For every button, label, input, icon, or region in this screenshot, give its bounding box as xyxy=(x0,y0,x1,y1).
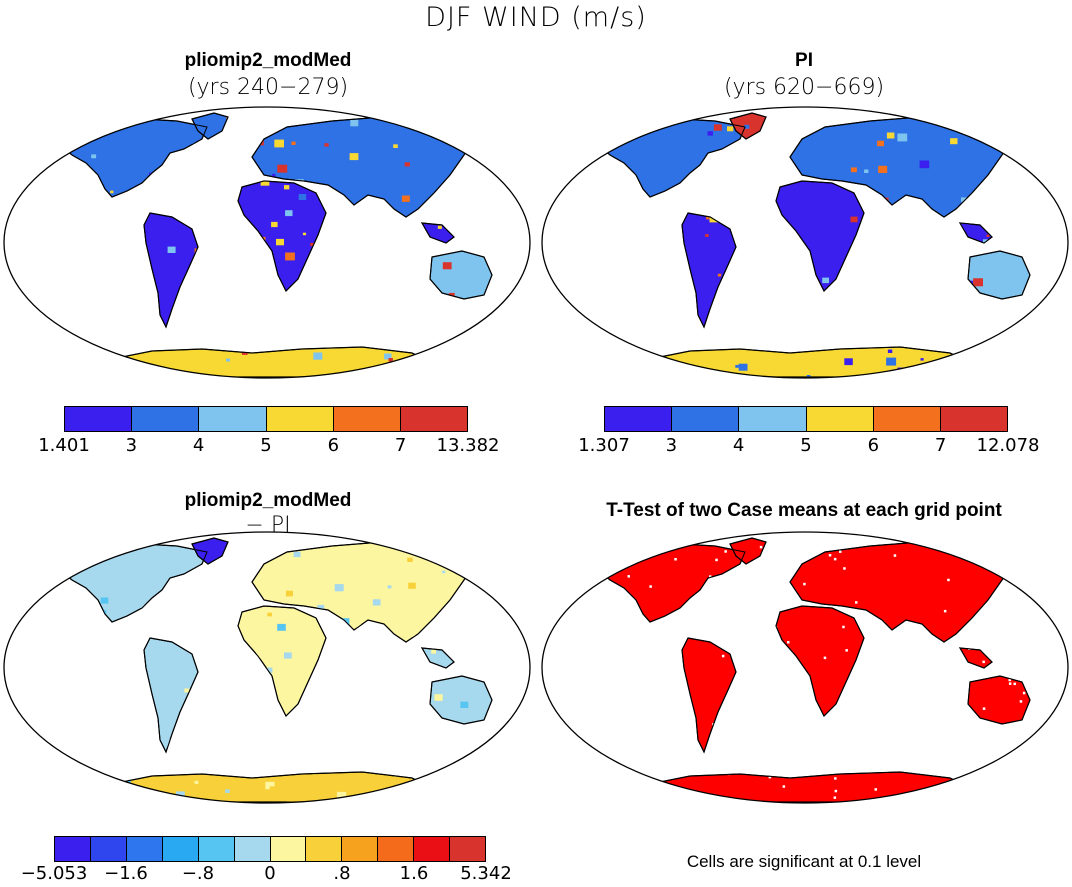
colorbar-tick-label: 3 xyxy=(125,435,138,456)
panel-subtitle-pi: (yrs 620−669) xyxy=(723,75,885,100)
colorbar-tick-label: −1.6 xyxy=(104,863,148,884)
map-border xyxy=(3,106,531,379)
colorbar-tick-label: 1.6 xyxy=(399,863,429,884)
landmass-africa xyxy=(775,180,865,293)
colorbar-tick-label: −.8 xyxy=(181,863,215,884)
colorbar-tick-label: −5.053 xyxy=(20,863,88,884)
landmass-africa xyxy=(237,180,327,293)
colorbar-segment xyxy=(450,837,486,861)
significance-footnote: Cells are significant at 0.1 level xyxy=(686,852,922,871)
colorbar-segment xyxy=(739,407,807,431)
colorbar-modmed xyxy=(64,406,468,432)
colorbar-segment xyxy=(266,407,334,431)
colorbar-segment xyxy=(132,407,200,431)
colorbar-segment xyxy=(162,837,199,861)
colorbar-pi xyxy=(604,406,1008,432)
colorbar-difference xyxy=(54,836,486,862)
colorbar-labels-modmed: 1.401 3 4 5 6 7 13.382 xyxy=(38,435,499,459)
map-border xyxy=(541,106,1069,379)
colorbar-segment xyxy=(605,407,673,431)
panel-title-modmed: pliomip2_modMed xyxy=(184,50,352,71)
panel-title-pi: PI xyxy=(795,50,813,71)
landmass-africa xyxy=(775,605,865,718)
landmass-australia xyxy=(429,250,493,300)
colorbar-tick-label: 12.078 xyxy=(976,435,1040,456)
colorbar-segment xyxy=(90,837,127,861)
colorbar-tick-label: 3 xyxy=(665,435,678,456)
colorbar-segment xyxy=(198,837,235,861)
map-border xyxy=(541,531,1069,804)
colorbar-segment xyxy=(940,407,1008,431)
colorbar-segment xyxy=(126,837,163,861)
panel-subtitle-difference: − PI xyxy=(245,513,291,538)
colorbar-segment xyxy=(873,407,941,431)
colorbar-segment xyxy=(270,837,307,861)
colorbar-segment xyxy=(342,837,379,861)
landmass-africa xyxy=(237,605,327,718)
colorbar-tick-label: 4 xyxy=(192,435,205,456)
colorbar-segment xyxy=(672,407,740,431)
colorbar-segment xyxy=(414,837,451,861)
map-pi xyxy=(541,106,1069,379)
map-border xyxy=(3,531,531,804)
landmass-australia xyxy=(967,675,1031,725)
colorbar-tick-label: 5 xyxy=(260,435,272,456)
colorbar-tick-label: 1.401 xyxy=(38,435,90,456)
landmass-australia xyxy=(967,250,1031,300)
colorbar-segment xyxy=(306,837,343,861)
colorbar-segment xyxy=(234,837,271,861)
colorbar-segment xyxy=(806,407,874,431)
colorbar-tick-label: 7 xyxy=(394,435,407,456)
panel-title-difference: pliomip2_modMed xyxy=(184,490,352,511)
colorbar-tick-label: 1.307 xyxy=(578,435,630,456)
colorbar-segment xyxy=(199,407,267,431)
colorbar-segment xyxy=(378,837,415,861)
landmass-northAmerica xyxy=(596,118,746,198)
landmass-northAmerica xyxy=(58,118,208,198)
colorbar-tick-label: 5.342 xyxy=(460,863,512,884)
map-difference xyxy=(3,531,531,804)
colorbar-segment xyxy=(333,407,401,431)
panel-title-ttest: T-Test of two Case means at each grid po… xyxy=(606,500,1002,521)
colorbar-tick-label: 4 xyxy=(732,435,745,456)
colorbar-segment xyxy=(400,407,468,431)
map-ttest xyxy=(541,531,1069,804)
colorbar-labels-pi: 1.307 3 4 5 6 7 12.078 xyxy=(578,435,1039,459)
colorbar-tick-label: 13.382 xyxy=(436,435,500,456)
panel-subtitle-modmed: (yrs 240−279) xyxy=(187,75,349,100)
colorbar-segment xyxy=(65,407,133,431)
map-modmed xyxy=(3,106,531,379)
colorbar-tick-label: 5 xyxy=(800,435,812,456)
figure-title: DJF WIND (m/s) xyxy=(425,2,647,33)
colorbar-tick-label: .8 xyxy=(333,863,351,884)
colorbar-tick-label: 0 xyxy=(264,863,276,884)
colorbar-tick-label: 6 xyxy=(327,435,340,456)
colorbar-labels-difference: −5.053 −1.6 −.8 0 .8 1.6 5.342 xyxy=(21,863,512,887)
colorbar-tick-label: 6 xyxy=(867,435,880,456)
colorbar-tick-label: 7 xyxy=(934,435,947,456)
colorbar-segment xyxy=(55,837,91,861)
landmass-northAmerica xyxy=(596,543,746,623)
